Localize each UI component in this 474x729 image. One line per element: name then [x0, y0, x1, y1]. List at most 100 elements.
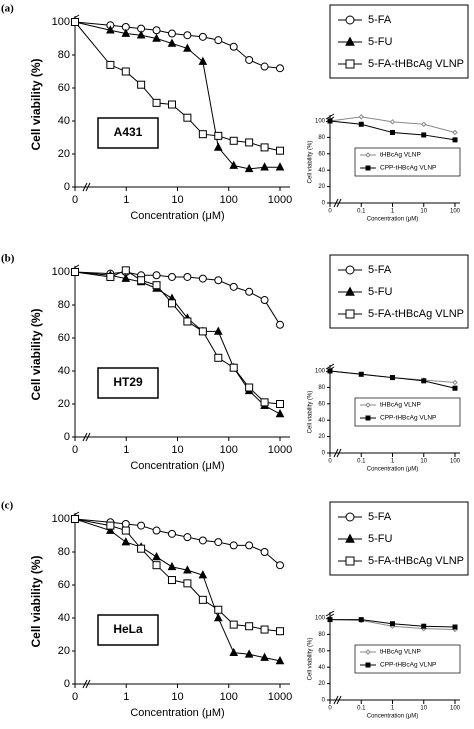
- marker: [260, 652, 269, 661]
- marker: [229, 136, 238, 145]
- marker: [421, 132, 427, 138]
- y-axis-label: Cell viability (%): [29, 58, 43, 150]
- y-tick-label: 80: [318, 135, 325, 141]
- legend-label: CPP-tHBcAg VLNP: [380, 415, 436, 422]
- y-axis-label: Cell viability (%): [29, 308, 43, 400]
- marker: [260, 162, 269, 171]
- marker: [152, 98, 161, 107]
- marker: [214, 131, 223, 140]
- marker: [245, 541, 254, 550]
- x-tick-label: 10: [171, 444, 183, 456]
- x-axis-label: Concentration (μM): [130, 460, 224, 472]
- y-tick-label: 20: [58, 398, 70, 410]
- y-tick-label: 0: [64, 431, 70, 443]
- axis-break: [325, 610, 335, 617]
- y-tick-label: 0: [322, 201, 326, 207]
- marker: [214, 605, 223, 614]
- legend-box: [354, 397, 461, 427]
- y-tick-label: 20: [318, 434, 325, 440]
- marker: [389, 119, 396, 125]
- marker: [260, 398, 269, 407]
- y-tick-label: 100: [52, 16, 70, 28]
- legend-label: tHBcAg VLNP: [380, 152, 421, 159]
- marker: [183, 272, 192, 281]
- marker: [213, 613, 223, 622]
- marker: [229, 42, 238, 51]
- x-tick-label: 10: [420, 459, 427, 465]
- y-tick-label: 100: [52, 513, 70, 525]
- y-tick-label: 20: [58, 645, 70, 657]
- x-tick-label: 1: [123, 194, 129, 206]
- x-axis-label: Concentration (μM): [367, 714, 418, 720]
- x-tick-label: 1000: [268, 194, 292, 206]
- marker: [345, 36, 355, 46]
- y-tick-label: 80: [58, 49, 70, 61]
- marker: [214, 36, 223, 45]
- marker: [260, 143, 269, 152]
- axis-break: [82, 432, 88, 442]
- marker: [345, 265, 355, 275]
- axis-break: [82, 182, 88, 192]
- marker: [345, 309, 355, 319]
- marker: [198, 274, 207, 283]
- marker: [198, 536, 207, 545]
- marker: [327, 617, 333, 623]
- marker: [365, 165, 371, 171]
- marker: [198, 130, 207, 139]
- panel-label: (c): [1, 500, 14, 512]
- marker: [390, 375, 395, 381]
- marker: [167, 272, 176, 281]
- legend-label: 5-FA: [368, 264, 392, 276]
- marker: [152, 552, 161, 561]
- y-tick-label: 100: [315, 369, 326, 375]
- marker: [152, 26, 161, 35]
- marker: [245, 55, 254, 64]
- marker: [345, 59, 355, 69]
- marker: [260, 62, 269, 71]
- marker: [229, 541, 238, 550]
- y-tick-label: 40: [318, 665, 325, 671]
- marker: [365, 662, 371, 668]
- marker: [198, 327, 207, 336]
- marker: [214, 276, 223, 285]
- marker: [106, 60, 115, 69]
- y-tick-label: 40: [58, 612, 70, 624]
- legend-box: [354, 644, 461, 674]
- x-tick-label: 0: [328, 459, 332, 465]
- marker: [276, 561, 284, 570]
- y-axis-label: Cell viability (%): [308, 141, 314, 184]
- x-tick-label: 0.1: [357, 706, 366, 712]
- axis-break: [333, 198, 339, 208]
- marker: [121, 67, 130, 76]
- marker: [183, 31, 192, 40]
- marker: [152, 561, 161, 570]
- marker: [71, 268, 79, 276]
- marker: [183, 43, 192, 52]
- marker: [452, 129, 458, 136]
- marker: [358, 617, 364, 623]
- axis-break: [336, 695, 342, 705]
- x-tick-label: 1: [123, 691, 129, 703]
- x-axis-label: Concentration (μM): [130, 210, 224, 222]
- y-tick-label: 40: [58, 115, 70, 127]
- x-tick-label: 100: [450, 706, 461, 712]
- marker: [421, 121, 427, 127]
- axis-break: [325, 363, 335, 370]
- x-tick-label: 100: [220, 194, 238, 206]
- x-tick-label: 10: [171, 691, 183, 703]
- annotation-box: [97, 117, 159, 149]
- x-tick-label: 0.1: [357, 209, 366, 215]
- marker: [121, 266, 130, 275]
- marker: [365, 402, 371, 408]
- marker: [152, 281, 161, 290]
- marker: [229, 282, 238, 291]
- marker: [345, 533, 355, 543]
- y-tick-label: 0: [64, 181, 70, 193]
- marker: [71, 515, 79, 523]
- x-tick-label: 0: [72, 691, 78, 703]
- x-tick-label: 0.1: [357, 459, 366, 465]
- marker: [358, 114, 364, 120]
- marker: [137, 544, 146, 553]
- x-axis-label: Concentration (μM): [367, 217, 418, 223]
